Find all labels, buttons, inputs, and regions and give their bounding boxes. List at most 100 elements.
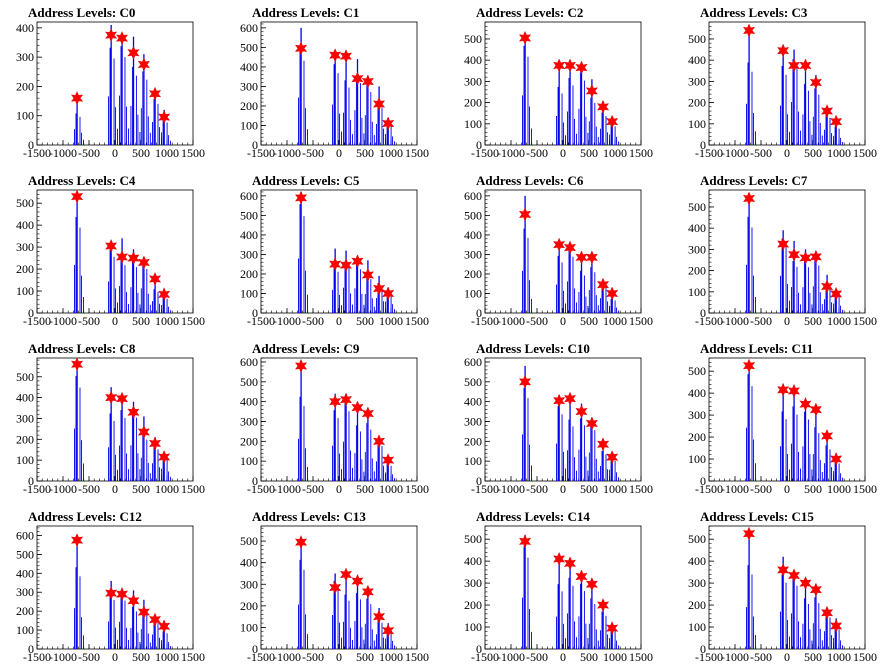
histogram-bar [602,439,604,481]
histogram-bar [840,640,842,649]
y-tick-label: 500 [16,547,34,561]
histogram-bar [618,477,620,481]
peak-marker [382,116,395,131]
histogram-bar [339,453,340,481]
histogram-bar [835,289,837,313]
histogram-bar [131,409,133,481]
peak-marker [158,287,171,302]
y-tick-label: 300 [688,242,706,256]
peak-marker [585,416,598,431]
peak-marker [105,238,118,254]
peak-marker [820,428,834,444]
histogram-bar [811,640,813,649]
histogram-bar [126,453,127,481]
x-tick-label: -1500 [695,146,723,160]
x-tick-label: -1500 [695,482,723,496]
histogram-bar [143,599,145,649]
x-tick-label: 1000 [603,146,627,160]
x-tick-label: -1500 [471,650,499,664]
histogram-bar [157,449,159,481]
y-tick-label: 200 [16,262,34,276]
histogram-bar [601,611,603,649]
x-tick-label: 1500 [181,482,205,496]
histogram-bar [791,613,792,649]
y-tick-label: 200 [688,598,706,612]
histogram-bar [522,95,523,145]
histogram-bar [835,119,837,145]
y-tick-label: 300 [240,247,258,261]
histogram-bar [585,116,587,145]
histogram-bar [834,626,836,649]
histogram-bar [842,645,844,649]
histogram-bar [803,261,805,313]
histogram-bar [128,639,129,649]
histogram-bar [580,254,583,313]
x-tick-label: 1000 [827,650,851,664]
histogram-bar [585,623,587,649]
y-tick-label: 200 [464,434,482,448]
x-tick-label: -1000 [273,314,301,328]
chart-svg: 0 100 200 300 400 500 -1500-1000 -500 0 500 1000 15… [464,21,653,160]
histogram-bar [600,128,601,145]
peak-marker [339,567,353,582]
peak-marker [148,612,162,627]
histogram-bar [162,296,164,313]
y-tick-label: 100 [16,109,34,123]
y-tick-label: 100 [240,118,258,132]
histogram-bar [609,134,611,145]
histogram-bar [377,619,379,649]
peak-marker [585,250,598,265]
histogram-bar [337,418,339,481]
histogram-bar [109,413,111,481]
x-tick-label: 1500 [629,314,653,328]
histogram-bar [76,535,78,649]
histogram-bar [119,621,120,649]
histogram-bar [131,261,133,313]
histogram-bar [303,406,305,481]
histogram-bar [569,242,571,313]
histogram-bar [146,439,148,481]
histogram-bar [831,133,832,145]
histogram-bar [602,279,604,313]
y-tick-label: 300 [16,585,34,599]
y-tick-label: 100 [464,286,482,300]
histogram-bar [563,623,564,649]
peak-marker [127,45,140,60]
histogram-bar [611,121,613,145]
histogram-bar [142,434,144,481]
histogram-bar [818,94,820,145]
x-tick-label: -1000 [49,314,77,328]
histogram-bar [115,107,116,145]
histogram-bar [561,591,563,649]
histogram-bar [785,419,787,481]
x-tick-label: -1500 [247,482,275,496]
x-tick-label: -500 [526,314,548,328]
histogram-bar [746,103,747,145]
histogram-bar [143,54,145,145]
histogram-bar [614,461,616,481]
x-tick-label: 1500 [853,314,877,328]
y-tick-label: 600 [16,528,34,542]
chart-panel: Address Levels: C3 0 100 200 300 400 500 -1500-… [672,0,896,168]
histogram-bar [154,616,156,649]
histogram-bar [595,126,597,145]
x-tick-label: 500 [804,314,822,328]
y-tick-label: 400 [16,21,34,35]
histogram-bar [522,434,523,481]
histogram-bar [829,117,831,145]
x-tick-label: 0 [336,146,342,160]
y-tick-label: 0 [476,306,482,320]
histogram-bar [556,115,557,145]
y-tick-label: 300 [688,576,706,590]
histogram-bar [789,300,790,313]
histogram-bar [522,270,523,313]
y-tick-label: 0 [252,642,258,656]
peak-marker [137,255,150,270]
histogram-bar [354,288,356,313]
x-tick-label: 500 [580,314,598,328]
histogram-bar [307,294,308,313]
histogram-bar [529,106,530,145]
y-tick-label: 400 [16,218,34,232]
histogram-bar [557,256,559,313]
